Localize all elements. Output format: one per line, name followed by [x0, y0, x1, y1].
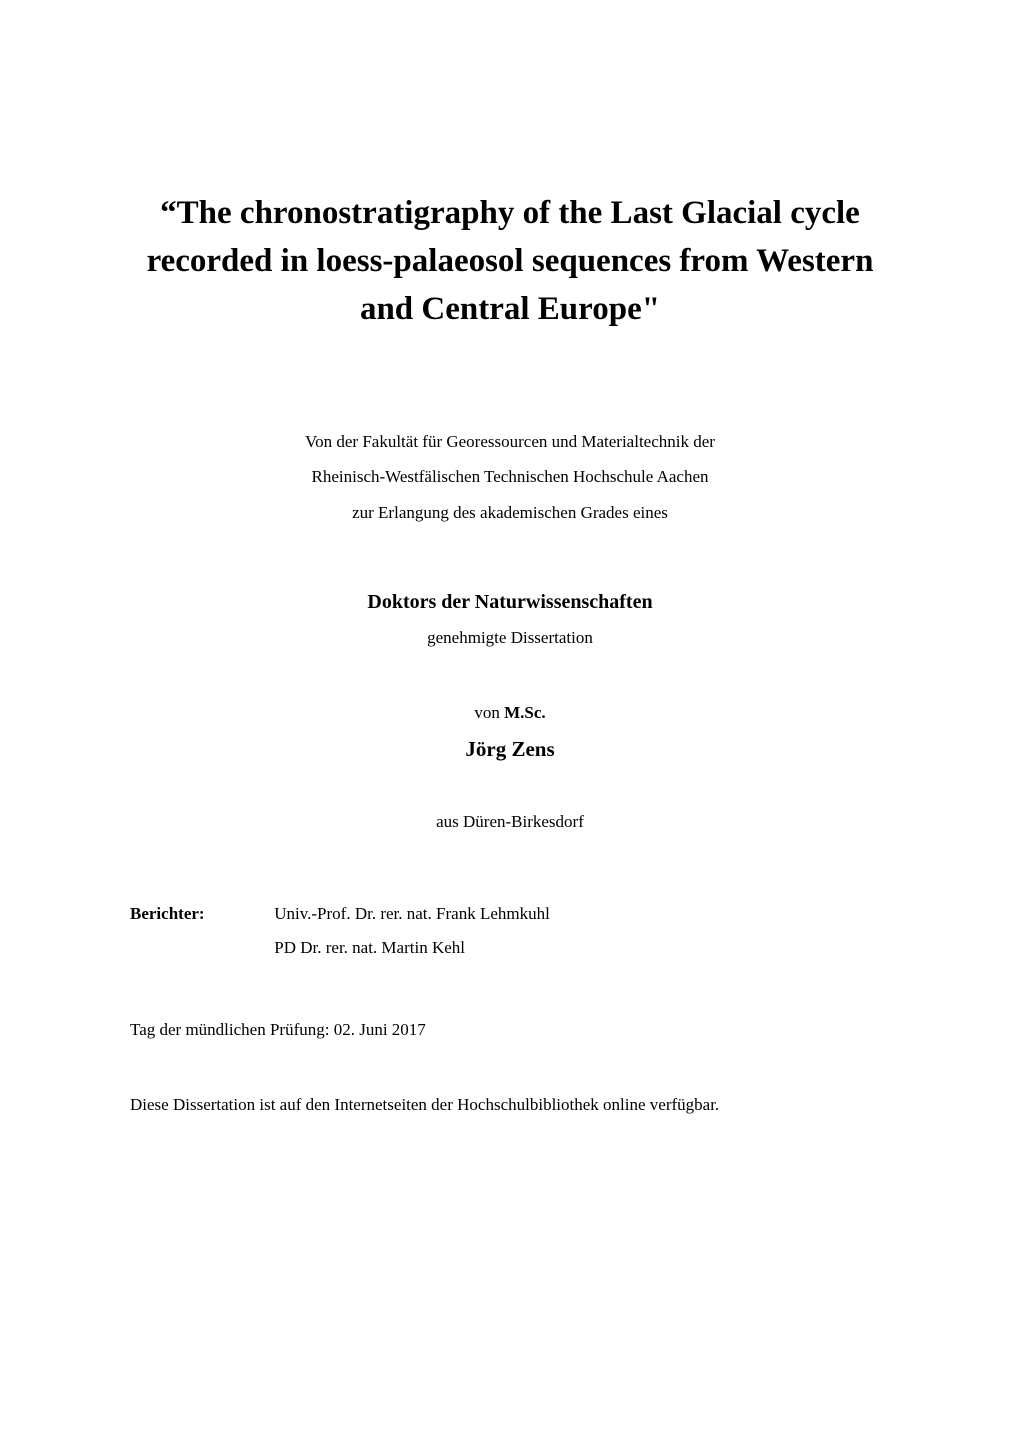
- author-von-line: von M.Sc.: [120, 703, 900, 723]
- author-name: Jörg Zens: [120, 737, 900, 762]
- degree-title: Doktors der Naturwissenschaften: [120, 591, 900, 614]
- availability-note: Diese Dissertation ist auf den Internets…: [130, 1095, 900, 1115]
- reviewers-list: Univ.-Prof. Dr. rer. nat. Frank Lehmkuhl…: [274, 897, 550, 965]
- faculty-line-1: Von der Fakultät für Georessourcen und M…: [120, 424, 900, 460]
- faculty-block: Von der Fakultät für Georessourcen und M…: [120, 424, 900, 531]
- author-block: von M.Sc. Jörg Zens: [120, 703, 900, 762]
- author-von-prefix: von: [474, 703, 504, 722]
- reviewers-block: Berichter: Univ.-Prof. Dr. rer. nat. Fra…: [130, 897, 900, 965]
- dissertation-title: “The chronostratigraphy of the Last Glac…: [120, 190, 900, 334]
- reviewers-label: Berichter:: [130, 897, 270, 931]
- oral-exam-date: Tag der mündlichen Prüfung: 02. Juni 201…: [130, 1020, 900, 1040]
- degree-block: Doktors der Naturwissenschaften genehmig…: [120, 591, 900, 648]
- reviewer-1: Univ.-Prof. Dr. rer. nat. Frank Lehmkuhl: [274, 897, 550, 931]
- faculty-line-2: Rheinisch-Westfälischen Technischen Hoch…: [120, 459, 900, 495]
- faculty-line-3: zur Erlangung des akademischen Grades ei…: [120, 495, 900, 531]
- author-von-degree: M.Sc.: [504, 703, 546, 722]
- title-block: “The chronostratigraphy of the Last Glac…: [120, 190, 900, 334]
- author-origin: aus Düren-Birkesdorf: [120, 812, 900, 832]
- degree-subtitle: genehmigte Dissertation: [427, 628, 593, 647]
- reviewer-2: PD Dr. rer. nat. Martin Kehl: [274, 931, 550, 965]
- title-page: “The chronostratigraphy of the Last Glac…: [0, 0, 1020, 1442]
